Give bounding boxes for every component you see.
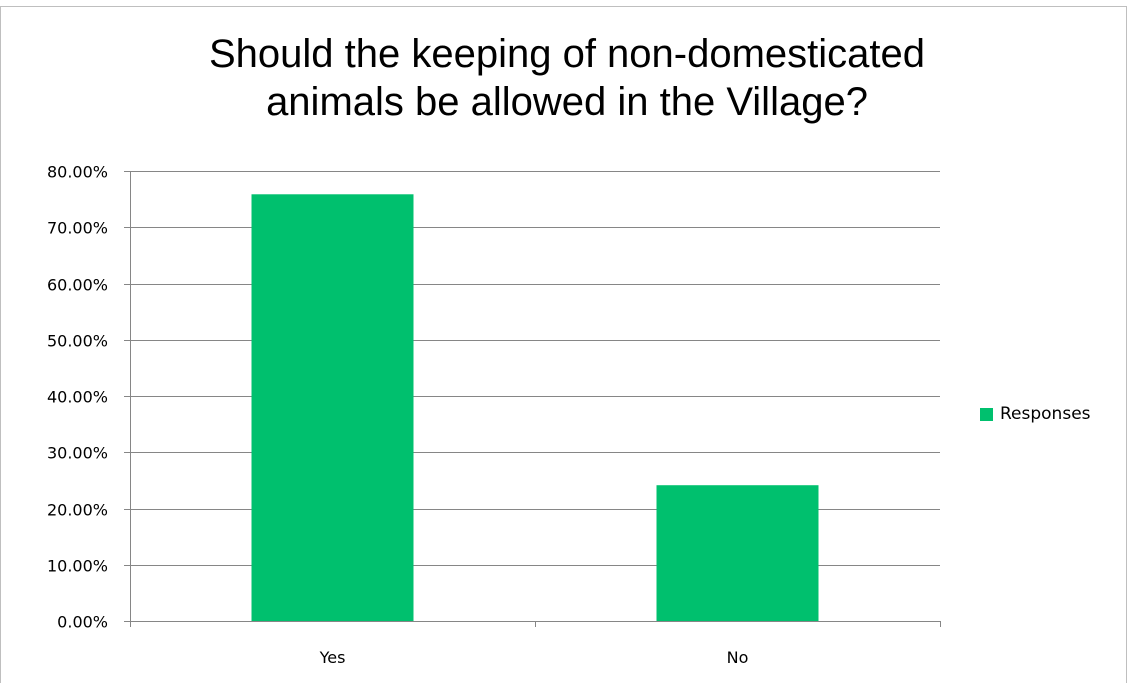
chart-title: Should the keeping of non-domesticated a…	[0, 30, 1134, 126]
y-axis-tick-label-2: 20.00%	[47, 501, 108, 520]
y-axis-tick-label-8: 80.00%	[47, 163, 108, 182]
y-axis-tick-label-1: 10.00%	[47, 557, 108, 576]
chart-title-line-2: animals be allowed in the Village?	[266, 80, 868, 124]
y-axis-tick-label-7: 70.00%	[47, 219, 108, 238]
bar-yes	[251, 194, 414, 621]
y-axis-tick-labels: 0.00% 10.00% 20.00% 30.00% 40.00% 50.00% 60.00…	[47, 163, 108, 632]
x-axis-tick-labels: Yes No	[319, 648, 749, 667]
y-axis-tick-label-5: 50.00%	[47, 332, 108, 351]
x-axis-tick-label-no: No	[727, 648, 749, 667]
bars	[251, 194, 819, 621]
legend-swatch-responses	[980, 407, 993, 421]
legend: Responses	[980, 401, 1091, 427]
y-axis-tick-label-0: 0.00%	[57, 613, 108, 632]
y-axis-tick-label-3: 30.00%	[47, 444, 108, 463]
y-axis-tick-label-4: 40.00%	[47, 388, 108, 407]
axes	[124, 171, 941, 627]
chart-title-line-1: Should the keeping of non-domesticated	[208, 32, 926, 76]
legend-label-responses: Responses	[1000, 404, 1091, 424]
y-axis-tick-label-6: 60.00%	[47, 276, 108, 295]
bar-no	[656, 485, 819, 621]
x-axis-tick-label-yes: Yes	[319, 648, 346, 667]
